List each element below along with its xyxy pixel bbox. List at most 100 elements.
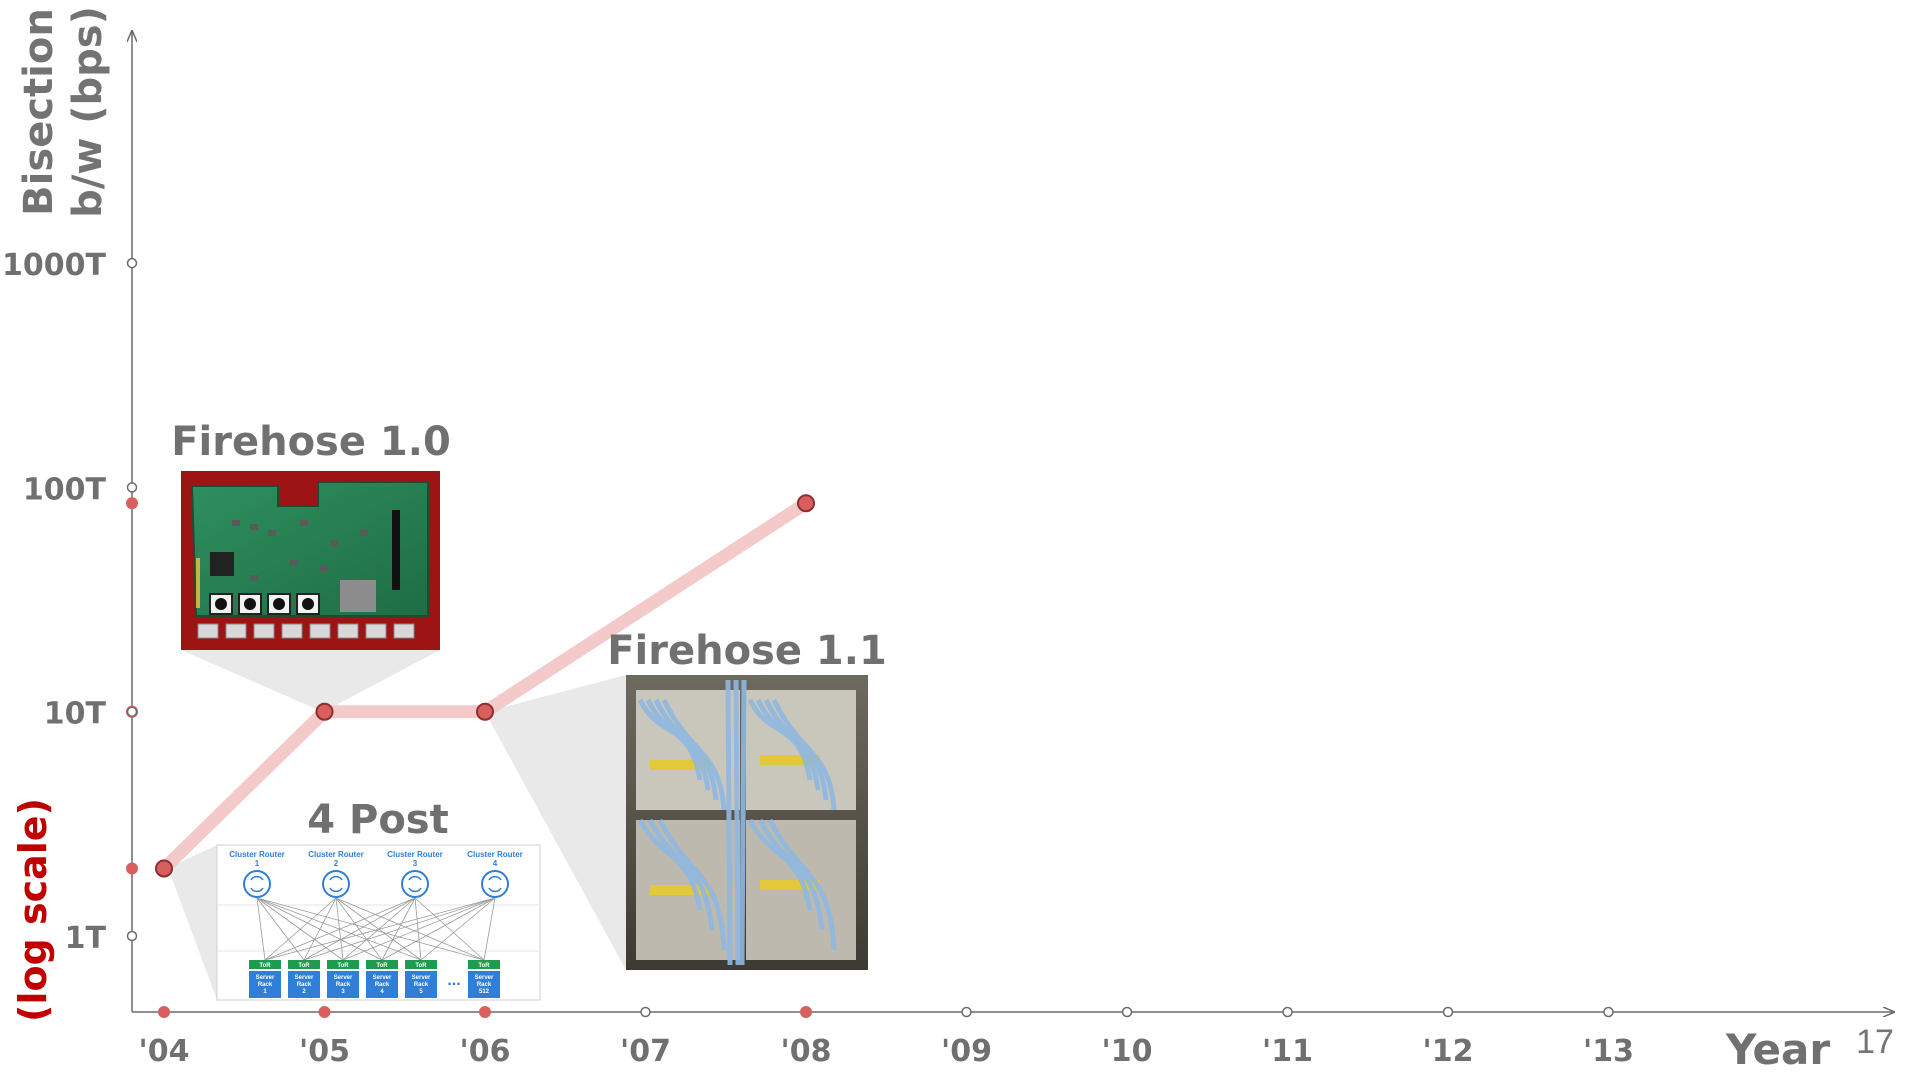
router-arrows-icon bbox=[329, 875, 343, 893]
x-tick-06 bbox=[479, 1006, 491, 1018]
diagram-link bbox=[303, 897, 496, 961]
x-tick-label-11: '11 bbox=[1262, 1034, 1313, 1069]
circuit-board-photo bbox=[181, 471, 440, 650]
log-scale-note: (log scale) bbox=[11, 798, 55, 1022]
server-rack-label: Server bbox=[475, 975, 494, 981]
y-axis-title: Bisection b/w (bps) bbox=[16, 6, 111, 218]
cabled-rack-photo bbox=[626, 675, 868, 970]
server-rack-label: Rack bbox=[297, 982, 312, 988]
diagram-racks: ToRServerRack1ToRServerRack2ToRServerRac… bbox=[249, 960, 500, 998]
server-rack bbox=[468, 971, 500, 998]
server-rack-label: Rack bbox=[336, 982, 351, 988]
x-tick-label-12: '12 bbox=[1423, 1034, 1474, 1069]
server-rack-label: Server bbox=[412, 975, 431, 981]
x-tick-label-05: '05 bbox=[299, 1034, 350, 1069]
server-rack-label: Rack bbox=[375, 982, 390, 988]
y-tick-label-1t: 1T bbox=[65, 921, 107, 956]
server-rack bbox=[288, 971, 320, 998]
server-rack-label: 512 bbox=[479, 989, 490, 995]
firehose-1-0-title: Firehose 1.0 bbox=[171, 419, 451, 465]
y-tick-10t bbox=[126, 706, 138, 717]
x-axis-ticks: '04 '05 '06 '07 '08 '09 '10 '11 '12 '13 bbox=[139, 1006, 1634, 1069]
server-rack-label: Server bbox=[334, 975, 353, 981]
server-rack-label: 2 bbox=[302, 989, 306, 995]
router-arrows-icon bbox=[488, 875, 502, 893]
diagram-link bbox=[256, 897, 383, 961]
diagram-link bbox=[381, 897, 416, 961]
tor-label: ToR bbox=[337, 963, 349, 969]
router-label-3: Cluster Router bbox=[387, 850, 443, 859]
y-tick-1t bbox=[126, 930, 138, 942]
diagram-link bbox=[414, 897, 485, 961]
router-label-1: Cluster Router bbox=[229, 850, 285, 859]
4-post-title: 4 Post bbox=[307, 797, 448, 843]
x-tick-12 bbox=[1442, 1006, 1454, 1018]
router-icon bbox=[401, 870, 429, 898]
slide-number: 17 bbox=[1856, 1023, 1894, 1061]
server-rack-label: Rack bbox=[258, 982, 273, 988]
x-tick-label-13: '13 bbox=[1583, 1034, 1634, 1069]
x-tick-09 bbox=[961, 1006, 972, 1018]
server-rack bbox=[327, 971, 359, 998]
data-point-04 bbox=[155, 859, 173, 878]
x-tick-08 bbox=[800, 1006, 812, 1018]
series-line bbox=[157, 496, 813, 875]
diagram-link bbox=[335, 897, 383, 961]
firehose-1-1-callout-wedge bbox=[485, 675, 626, 970]
data-point-08 bbox=[797, 494, 815, 513]
y-axis-ticks: 1T 10T 100T 1000T bbox=[2, 248, 138, 956]
diagram-link bbox=[256, 897, 422, 961]
diagram-link bbox=[335, 897, 422, 961]
router-arrows-icon bbox=[408, 875, 422, 893]
server-rack-label: Rack bbox=[477, 982, 492, 988]
y-axis-title-line-1: Bisection bbox=[16, 8, 62, 216]
diagram-link bbox=[264, 897, 496, 961]
router-arrows-icon bbox=[250, 875, 264, 893]
x-tick-label-08: '08 bbox=[781, 1034, 832, 1069]
diagram-link bbox=[335, 897, 485, 961]
tor-label: ToR bbox=[376, 963, 388, 969]
router-icon bbox=[481, 870, 509, 898]
diagram-link bbox=[256, 897, 485, 961]
x-tick-11 bbox=[1282, 1006, 1293, 1018]
router-label-4: Cluster Router bbox=[467, 850, 523, 859]
server-rack-label: 1 bbox=[263, 989, 267, 995]
diagram-link bbox=[483, 897, 496, 961]
x-tick-04 bbox=[158, 1006, 170, 1018]
tor-switch bbox=[405, 960, 437, 969]
diagram-link bbox=[420, 897, 496, 961]
x-tick-13 bbox=[1603, 1006, 1614, 1018]
diagram-link bbox=[414, 897, 422, 961]
server-rack-label: Server bbox=[295, 975, 314, 981]
diagram-link bbox=[256, 897, 305, 961]
tor-label: ToR bbox=[478, 963, 490, 969]
x-tick-label-07: '07 bbox=[620, 1034, 671, 1069]
server-rack bbox=[405, 971, 437, 998]
y-axis-title-line-2: b/w (bps) bbox=[65, 6, 111, 218]
diagram-link bbox=[256, 897, 344, 961]
x-tick-label-06: '06 bbox=[460, 1034, 511, 1069]
server-rack bbox=[249, 971, 281, 998]
diagram-links bbox=[256, 897, 496, 961]
diagram-link bbox=[256, 897, 266, 961]
server-rack-label: 5 bbox=[419, 989, 423, 995]
x-tick-10 bbox=[1121, 1006, 1133, 1018]
firehose-1-1-title: Firehose 1.1 bbox=[607, 628, 887, 674]
x-tick-label-10: '10 bbox=[1102, 1034, 1153, 1069]
data-point-05 bbox=[315, 702, 334, 721]
x-tick-07 bbox=[640, 1006, 651, 1018]
server-rack-label: Server bbox=[256, 975, 275, 981]
server-rack bbox=[366, 971, 398, 998]
tor-switch bbox=[249, 960, 281, 969]
diagram-link bbox=[342, 897, 496, 961]
data-point-06 bbox=[476, 702, 494, 721]
x-axis-title: Year bbox=[1725, 1025, 1830, 1074]
y-axis-marker-08 bbox=[126, 497, 138, 510]
tor-switch bbox=[366, 960, 398, 969]
diagram-link bbox=[303, 897, 416, 961]
y-tick-label-1000t: 1000T bbox=[2, 248, 106, 283]
router-number-1: 1 bbox=[255, 859, 260, 868]
